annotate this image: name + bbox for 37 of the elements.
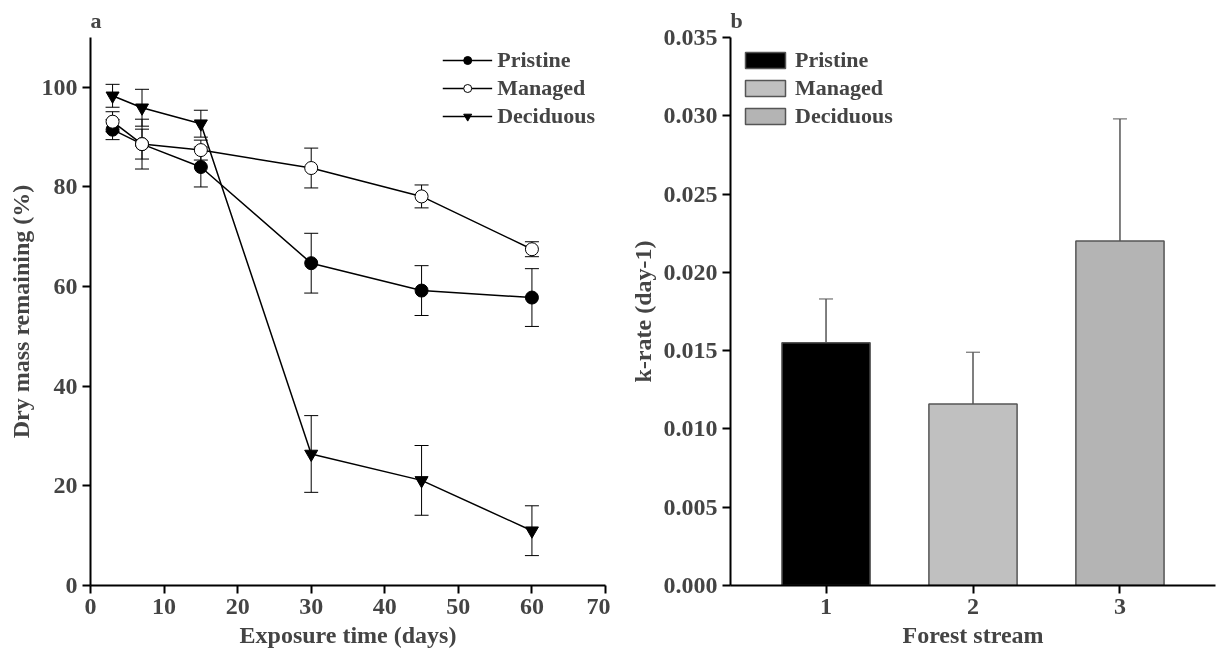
y-tick-label: 0.020 [663, 258, 718, 285]
x-tick-label: 10 [152, 592, 177, 619]
x-tick-label: 70 [586, 592, 611, 619]
legend-label: Deciduous [795, 103, 893, 129]
y-tick-label: 60 [53, 273, 78, 300]
x-tick-label: 40 [372, 592, 397, 619]
x-tick-label: 3 [1113, 592, 1126, 619]
y-tick-label: 0.005 [663, 493, 718, 520]
chart-title: a [90, 7, 102, 33]
y-tick-label: 80 [53, 173, 78, 200]
y-axis-title: Dry mass remaining (%) [7, 184, 34, 439]
y-tick-label: 0 [65, 572, 78, 598]
chart-title: b [730, 7, 743, 33]
legend-label: Managed [497, 75, 586, 101]
y-tick-label: 0.010 [663, 415, 718, 442]
y-tick-label: 40 [53, 372, 78, 399]
y-axis-title: k-rate (day-1) [629, 240, 656, 383]
y-tick-label: 0.025 [663, 180, 718, 207]
x-axis-title: Exposure time (days) [239, 621, 457, 648]
legend-label: Pristine [795, 47, 869, 73]
x-tick-label: 50 [446, 592, 471, 619]
y-tick-label: 0.030 [663, 102, 718, 129]
x-tick-label: 30 [299, 592, 324, 619]
y-tick-label: 100 [41, 73, 78, 100]
x-tick-label: 2 [967, 592, 979, 619]
legend-label: Managed [795, 75, 883, 101]
y-tick-label: 20 [53, 472, 78, 499]
legend-label: Pristine [497, 47, 571, 73]
y-tick-label: 0.035 [663, 24, 718, 50]
x-tick-label: 60 [519, 592, 544, 619]
y-tick-label: 0.000 [663, 572, 718, 598]
x-tick-label: 0 [84, 592, 97, 619]
x-tick-label: 1 [820, 592, 833, 619]
x-axis-title: Forest stream [902, 621, 1044, 648]
y-tick-label: 0.015 [663, 337, 718, 364]
x-tick-label: 20 [225, 592, 250, 619]
legend-label: Deciduous [497, 103, 595, 129]
